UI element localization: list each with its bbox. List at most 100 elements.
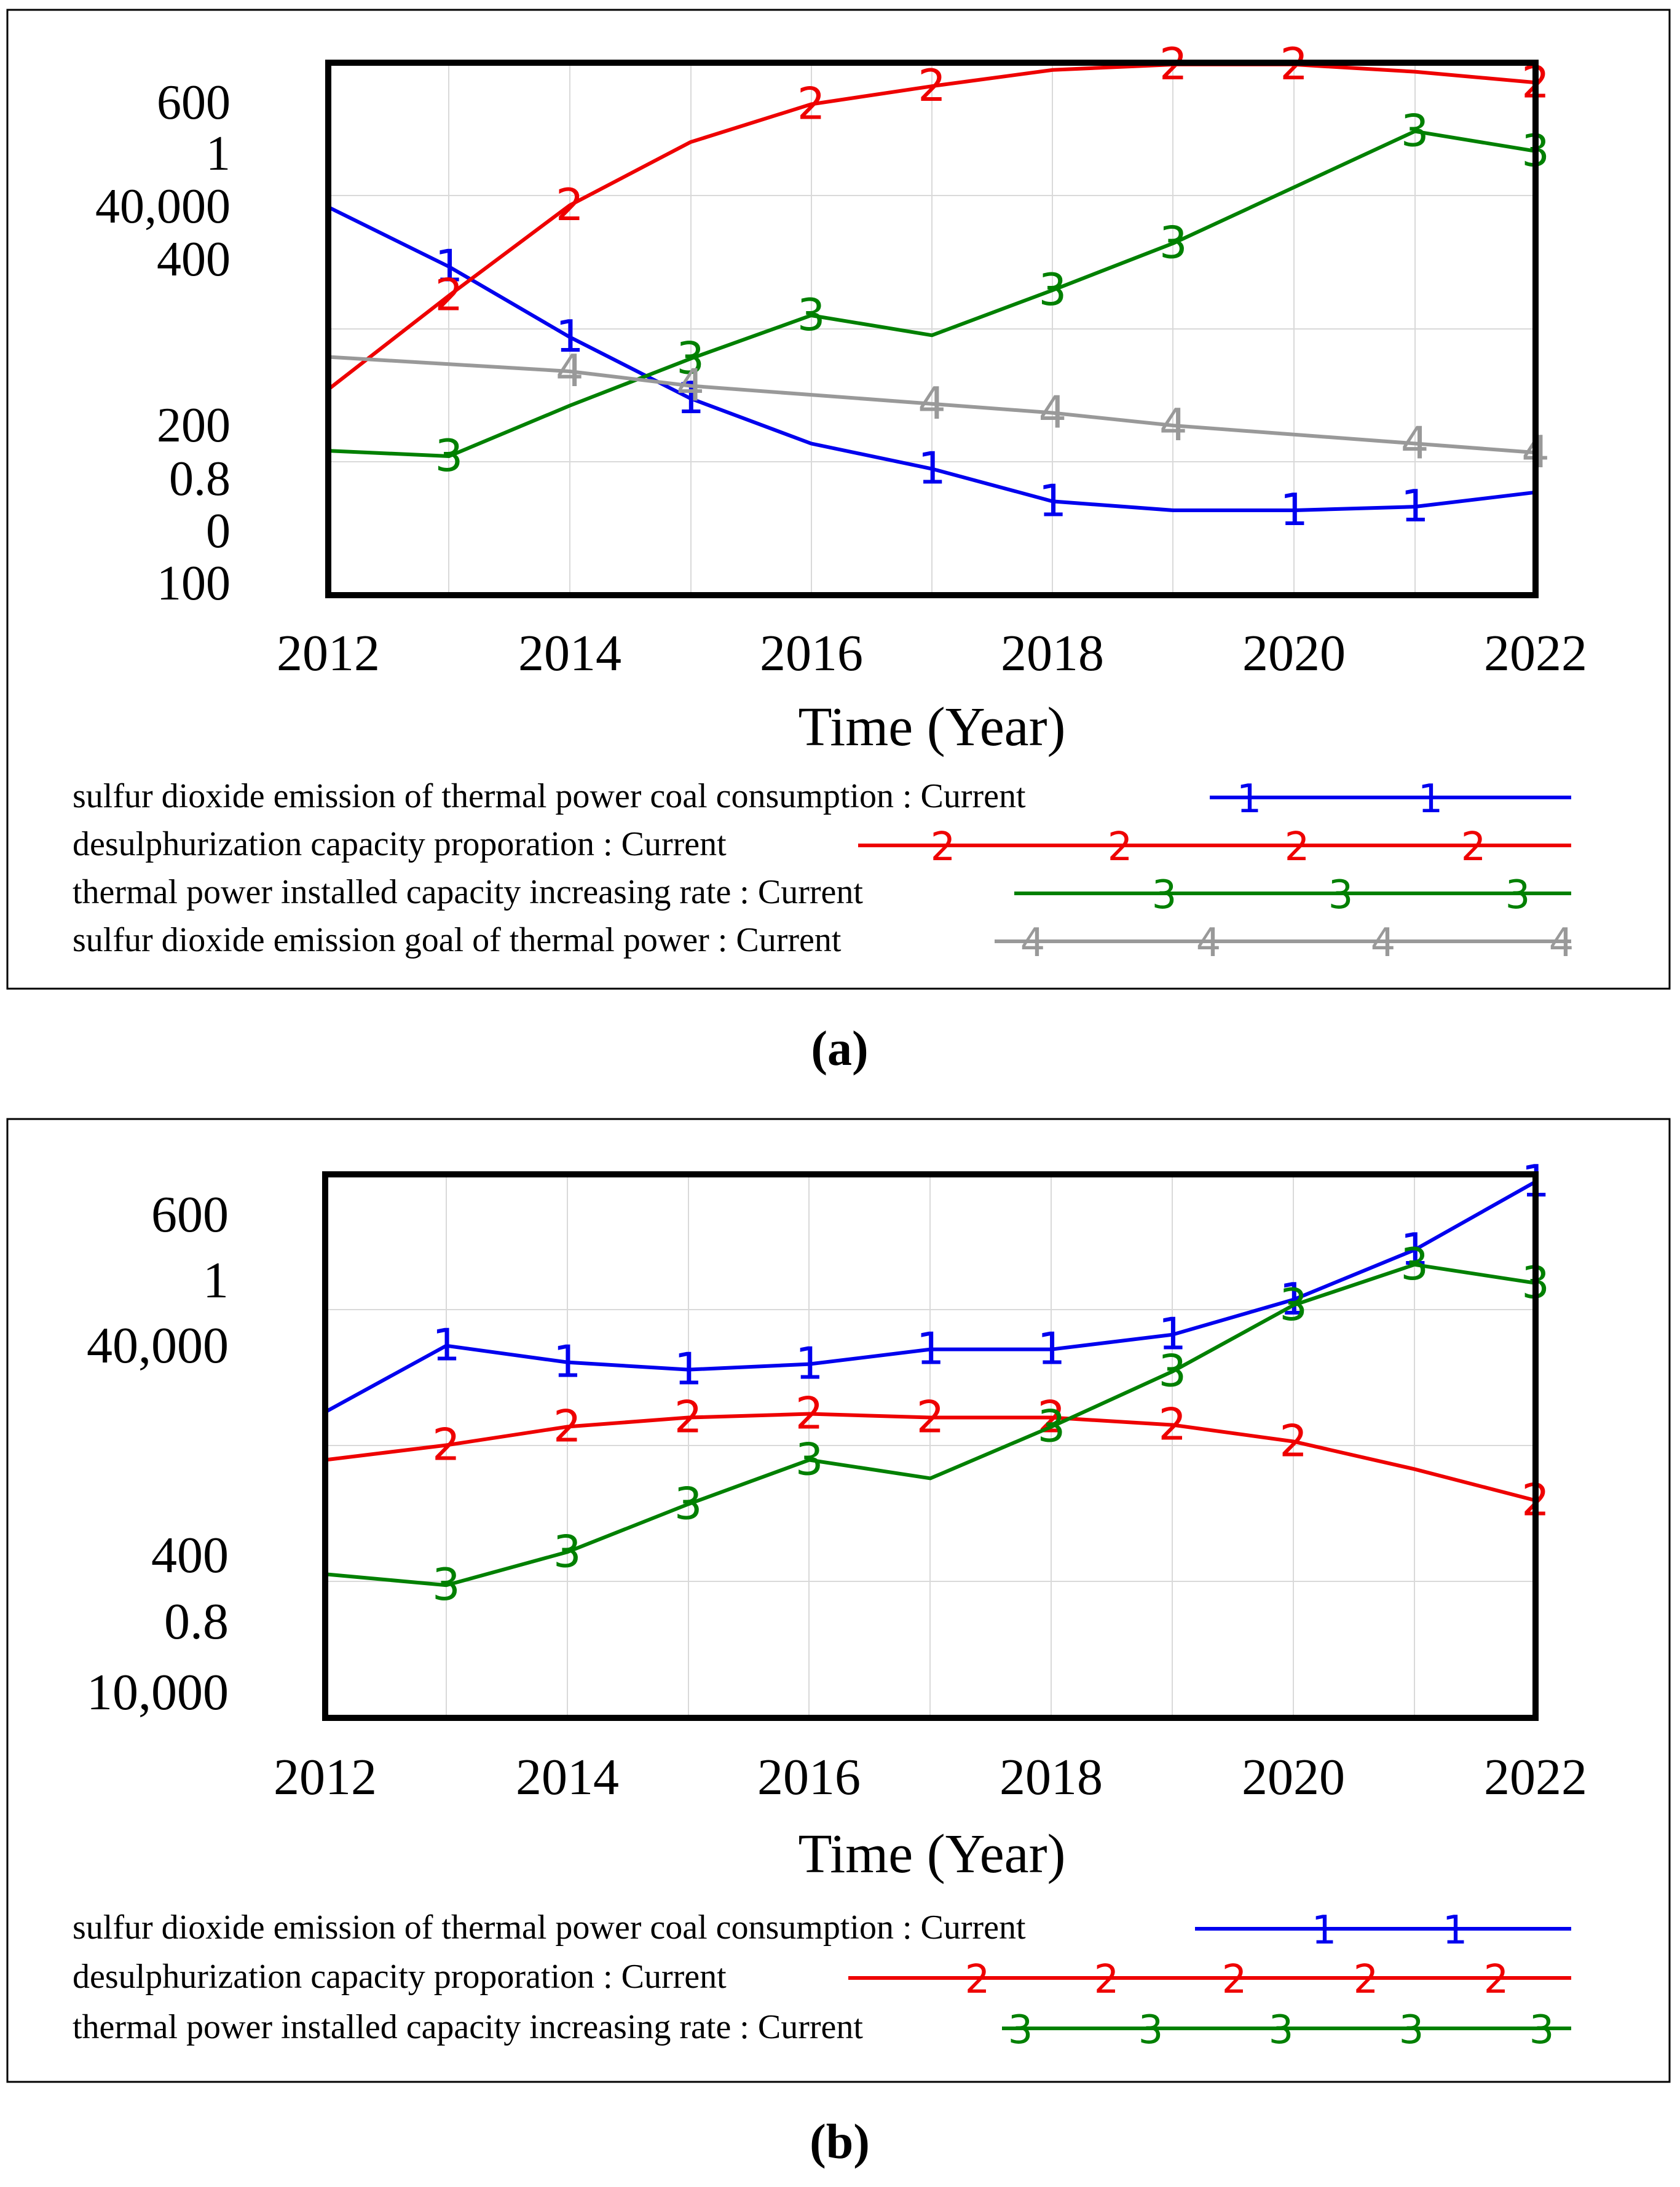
panel-a-legend-label-4: sulfur dioxide emission goal of thermal … [73,921,842,959]
panel-a-series-4-point-marker: 4 [676,359,704,411]
panel-b-series-2-point-marker: 2 [553,1401,582,1452]
panel-a-xtick-3: 2018 [1001,625,1104,682]
panel-b-series-1-point-marker: 1 [432,1319,460,1371]
panel-a-legend-marker-1: 1 [1418,777,1443,822]
panel-b-series-1-point-marker: 1 [917,1323,945,1375]
panel-b-series-3-point-marker: 3 [1279,1279,1307,1331]
panel-a-legend-marker-2: 2 [1285,825,1310,870]
panel-b-legend-label-1: sulfur dioxide emission of thermal power… [73,1908,1026,1947]
panel-a-legend: sulfur dioxide emission of thermal power… [73,777,1574,966]
panel-b-xtick-1: 2014 [516,1749,619,1806]
panel-b-x-axis-label: Time (Year) [798,1824,1065,1884]
panel-b-series-1-point-marker: 1 [795,1338,824,1390]
panel-a-legend-label-2: desulphurization capacity proporation : … [73,825,727,863]
panel-b-series-3-point-marker: 3 [1158,1345,1186,1397]
panel-a-series-4-point-marker: 4 [1401,417,1429,469]
panel-b-series-2-point-marker: 2 [795,1388,824,1439]
panel-a-ytick-1: 1 [206,127,231,181]
panel-a-legend-marker-3: 3 [1505,872,1531,918]
panel-a-xtick-4: 2020 [1242,625,1346,682]
panel-a-series-2-point-marker: 2 [918,60,946,111]
panel-b-series-1-point-marker: 1 [1158,1308,1186,1360]
panel-b-xtick-3: 2018 [1000,1749,1103,1806]
panel-a-xtick-1: 2014 [518,625,621,682]
panel-b-series-2-point-marker: 2 [917,1391,945,1443]
panel-a-xtick-0: 2012 [277,625,380,682]
panel-b-series-1-point-marker: 1 [674,1343,703,1395]
panel-a-series-1-line [327,205,1536,513]
panel-b-series-1-point-marker: 1 [1279,1273,1307,1325]
panel-a-legend-marker-3: 3 [1328,872,1354,918]
panel-b-legend-marker-1: 1 [1312,1908,1337,1953]
panel-b-series-2-point-marker: 2 [1158,1399,1186,1450]
panel-b-series-1-line [324,1180,1537,1414]
panel-a-frame [6,9,1671,990]
panel-b-series-2-point-marker: 2 [1037,1391,1065,1443]
panel-b-series-2-point-marker: 2 [674,1391,703,1443]
panel-a-series-3-point-marker: 3 [797,289,826,341]
panel-a-xtick-2: 2016 [760,625,863,682]
panel-a-series-3-point-marker: 3 [1038,264,1067,315]
panel-b-series-2-point-marker: 2 [1279,1415,1307,1467]
panel-a-series-4-line [328,355,1536,455]
panel-b-ytick-4: 0.8 [164,1593,229,1650]
panel-b-legend-marker-3: 3 [1138,2007,1164,2053]
panel-a-ytick-4: 200 [157,398,231,453]
panel-b-legend-label-2: desulphurization capacity proporation : … [73,1958,727,1996]
panel-b-plot-frame [322,1171,1539,1721]
panel-b-ytick-1: 1 [203,1252,229,1309]
panel-a-legend-label-3: thermal power installed capacity increas… [73,873,863,911]
panel-a-series-4-point-marker: 4 [1038,387,1067,438]
panel-a-series-2-line [327,62,1536,391]
panel-b-legend-marker-2: 2 [1222,1957,1247,2003]
panel-a-legend-marker-4: 4 [1196,920,1221,966]
panel-a-legend-marker-2: 2 [1108,825,1133,870]
panel-a-ytick-7: 100 [157,556,231,611]
panel-b-legend-marker-1: 1 [1443,1908,1468,1953]
panel-b-legend-marker-2: 2 [1094,1957,1119,2003]
panel-b-series-3-line [325,1262,1536,1588]
panel-a-series-3-point-marker: 3 [676,332,704,384]
panel-b-ytick-3: 400 [151,1527,229,1584]
panel-b-caption: (b) [810,2115,870,2169]
panel-b-ytick-2: 40,000 [87,1317,229,1374]
panel-a-legend-samples: 1 12 2 2 23 3 34 4 4 4 [858,777,1574,966]
panel-a-series-1-point-marker: 1 [918,443,946,494]
panel-a-series-1-point-marker: 1 [1280,484,1308,536]
panel-b-series-3-point-marker: 3 [432,1559,460,1610]
panel-b-legend-marker-3: 3 [1399,2007,1424,2053]
panel-b-xtick-4: 2020 [1242,1749,1345,1806]
panel-a-grid [328,63,1536,595]
panel-b-legend-marker-2: 2 [1484,1957,1509,2003]
panel-b-xtick-2: 2016 [757,1749,861,1806]
panel-b-legend-marker-3: 3 [1008,2007,1033,2053]
panel-b-series-2-line [325,1412,1536,1503]
panel-a-series-4-point-marker: 4 [556,345,584,397]
panel-a-ytick-6: 0 [206,504,231,558]
panel-a-series-3-point-marker: 3 [1159,217,1188,269]
panel-b-series-3-point-marker: 3 [1037,1401,1065,1452]
panel-a-plot-frame [325,60,1539,598]
panel-b-series-1-point-marker: 1 [553,1336,582,1388]
panel-a-legend-marker-1: 1 [1237,777,1262,822]
panel-a-ytick-0: 600 [157,76,231,130]
panel-a-ytick-2: 40,000 [95,180,231,234]
panel-b-series-3-point-marker: 3 [553,1525,582,1577]
panel-a-series-2-point-marker: 2 [435,269,463,321]
panel-a-series-4-point-marker: 4 [1159,399,1188,451]
panel-b-series-2-point-marker: 2 [432,1419,460,1471]
panel-b-legend-label-3: thermal power installed capacity increas… [73,2008,863,2046]
panel-b-ytick-0: 600 [151,1186,229,1243]
panel-a-caption: (a) [811,1022,868,1076]
panel-b-xtick-0: 2012 [274,1749,377,1806]
panel-b-series-3-point-marker: 3 [674,1477,703,1529]
panel-a-legend-marker-4: 4 [1549,920,1574,966]
panel-a-series-1-point-marker: 1 [1038,475,1067,526]
panel-b-legend-marker-3: 3 [1529,2007,1555,2053]
panel-a-legend-marker-3: 3 [1152,872,1177,918]
panel-a-x-axis-label: Time (Year) [798,697,1065,757]
panel-b-ytick-5: 10,000 [87,1664,229,1721]
